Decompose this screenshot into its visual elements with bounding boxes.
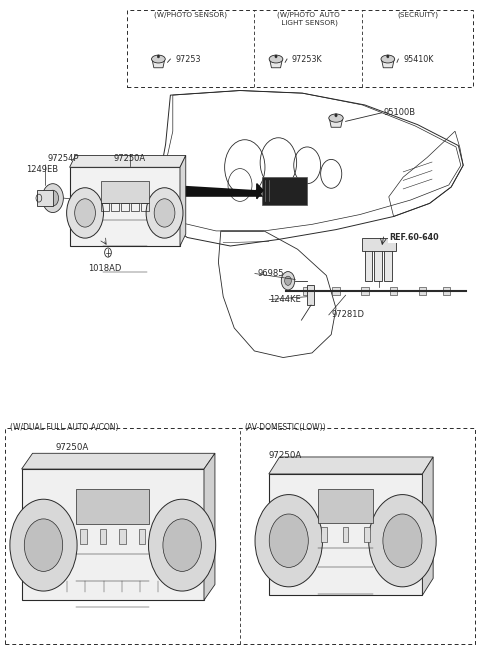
Text: 97281D: 97281D xyxy=(331,310,364,319)
Bar xyxy=(100,182,149,203)
Polygon shape xyxy=(182,186,263,197)
Bar xyxy=(76,489,149,524)
Bar xyxy=(443,287,450,295)
Text: 95100B: 95100B xyxy=(384,108,416,117)
Ellipse shape xyxy=(329,114,343,122)
Bar xyxy=(70,167,180,246)
Bar xyxy=(262,177,307,205)
Text: 97253: 97253 xyxy=(175,54,201,64)
Polygon shape xyxy=(22,453,215,469)
Polygon shape xyxy=(329,118,343,127)
Polygon shape xyxy=(152,59,165,68)
Bar xyxy=(364,527,370,542)
Text: (W/PHOTO  AUTO
 LIGHT SENSOR): (W/PHOTO AUTO LIGHT SENSOR) xyxy=(277,12,340,26)
Circle shape xyxy=(163,519,201,571)
Circle shape xyxy=(281,272,295,290)
Bar xyxy=(303,287,311,295)
Ellipse shape xyxy=(269,55,283,63)
Circle shape xyxy=(154,199,175,227)
Bar xyxy=(37,190,53,206)
Text: 95410K: 95410K xyxy=(403,54,433,64)
Circle shape xyxy=(255,495,323,587)
Circle shape xyxy=(67,188,104,238)
Text: 97254P: 97254P xyxy=(48,154,80,163)
Polygon shape xyxy=(382,59,394,68)
Bar xyxy=(384,248,392,281)
Bar xyxy=(307,285,314,305)
Text: 96985: 96985 xyxy=(257,269,284,278)
Bar xyxy=(365,248,372,281)
Circle shape xyxy=(285,276,291,285)
Text: 97250A: 97250A xyxy=(55,443,89,452)
Bar xyxy=(321,527,327,542)
Bar xyxy=(343,527,348,542)
Polygon shape xyxy=(422,457,433,596)
Circle shape xyxy=(383,514,422,567)
Circle shape xyxy=(42,184,63,213)
Text: (SECRUITY): (SECRUITY) xyxy=(397,12,438,18)
Circle shape xyxy=(369,495,436,587)
Bar xyxy=(127,10,473,87)
Text: 1249EB: 1249EB xyxy=(26,165,59,174)
Polygon shape xyxy=(70,155,186,167)
Text: 1244KE: 1244KE xyxy=(269,295,300,304)
Bar xyxy=(22,469,204,600)
Polygon shape xyxy=(204,453,215,600)
Bar xyxy=(100,529,107,544)
Bar xyxy=(139,529,145,544)
Circle shape xyxy=(275,55,277,58)
Ellipse shape xyxy=(381,55,395,63)
Bar xyxy=(332,287,340,295)
Polygon shape xyxy=(269,457,433,474)
Bar xyxy=(374,248,382,281)
Circle shape xyxy=(24,519,63,571)
Bar xyxy=(119,529,126,544)
Bar xyxy=(318,489,373,522)
Polygon shape xyxy=(257,184,263,199)
Bar xyxy=(121,203,129,211)
Bar xyxy=(141,203,148,211)
Bar xyxy=(419,287,426,295)
Bar xyxy=(269,474,422,596)
Text: REF.60-640: REF.60-640 xyxy=(389,233,438,242)
Text: (W/DUAL FULL AUTO A/CON): (W/DUAL FULL AUTO A/CON) xyxy=(10,422,118,432)
Bar xyxy=(111,203,119,211)
Bar xyxy=(390,287,397,295)
Polygon shape xyxy=(180,155,186,246)
Bar xyxy=(5,428,475,644)
Circle shape xyxy=(157,55,159,58)
Polygon shape xyxy=(270,59,282,68)
Circle shape xyxy=(47,190,59,206)
Circle shape xyxy=(335,113,337,117)
Text: 97250A: 97250A xyxy=(269,451,302,461)
Circle shape xyxy=(269,514,308,567)
Circle shape xyxy=(387,55,389,58)
Circle shape xyxy=(75,199,96,227)
Text: 1018AD: 1018AD xyxy=(88,264,121,273)
Bar xyxy=(101,203,109,211)
Bar xyxy=(362,238,396,251)
Text: (W/PHOTO SENSOR): (W/PHOTO SENSOR) xyxy=(154,12,228,18)
Circle shape xyxy=(148,499,216,591)
Ellipse shape xyxy=(152,55,165,63)
Bar xyxy=(131,203,139,211)
Text: 97250A: 97250A xyxy=(114,154,145,163)
Circle shape xyxy=(146,188,183,238)
Text: (AV-DOMESTIC(LOW)): (AV-DOMESTIC(LOW)) xyxy=(245,422,326,432)
Circle shape xyxy=(10,499,77,591)
Bar xyxy=(361,287,369,295)
Text: 97253K: 97253K xyxy=(292,54,323,64)
Bar xyxy=(80,529,87,544)
